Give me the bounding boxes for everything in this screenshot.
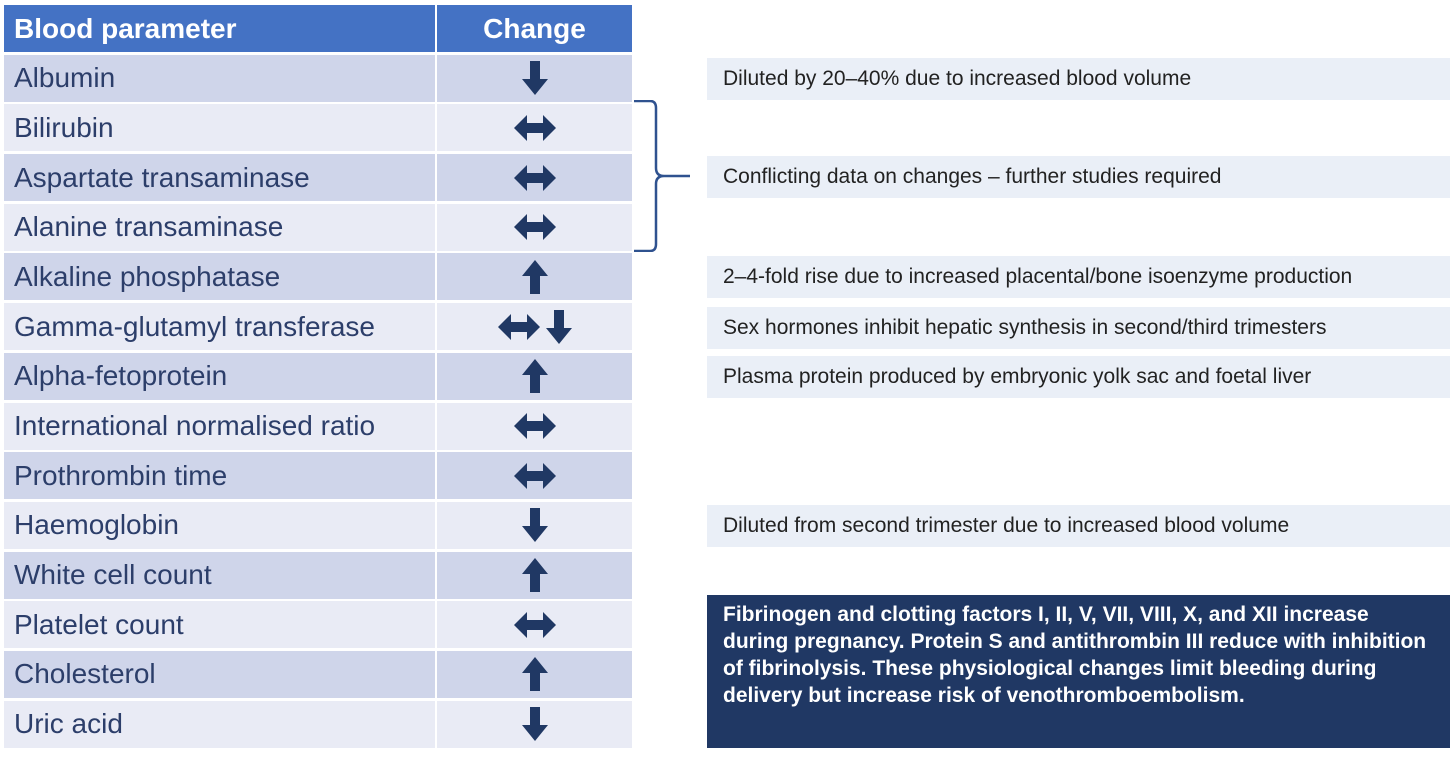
arrow-left-right-icon: [513, 214, 556, 241]
parameter-name: Alkaline phosphatase: [4, 253, 435, 301]
parameter-name: International normalised ratio: [4, 402, 435, 450]
arrow-up-icon: [521, 558, 548, 593]
change-cell: [437, 104, 632, 152]
parameter-name: Alanine transaminase: [4, 203, 435, 251]
arrow-left-right-icon: [513, 462, 556, 489]
arrow-left-right-icon: [497, 313, 540, 340]
table-row: Gamma-glutamyl transferase: [4, 303, 632, 351]
table-row: Alkaline phosphatase: [4, 253, 632, 301]
arrow-up-icon: [521, 657, 548, 692]
table-row: Platelet count: [4, 601, 632, 649]
parameter-name: White cell count: [4, 551, 435, 599]
note-haemoglobin: Diluted from second trimester due to inc…: [707, 505, 1450, 547]
change-cell: [437, 154, 632, 202]
table-row: Aspartate transaminase: [4, 154, 632, 202]
parameter-name: Alpha-fetoprotein: [4, 352, 435, 400]
header-blood-parameter: Blood parameter: [4, 5, 435, 52]
arrow-up-icon: [521, 359, 548, 394]
table-row: Alpha-fetoprotein: [4, 352, 632, 400]
table-row: Uric acid: [4, 700, 632, 748]
arrow-left-right-icon: [513, 164, 556, 191]
header-change: Change: [437, 5, 632, 52]
table-row: Cholesterol: [4, 650, 632, 698]
arrow-down-icon: [521, 61, 548, 96]
clotting-factors-info-box: Fibrinogen and clotting factors I, II, V…: [707, 595, 1450, 748]
table-row: Prothrombin time: [4, 452, 632, 500]
change-cell: [437, 253, 632, 301]
change-cell: [437, 352, 632, 400]
parameter-name: Platelet count: [4, 601, 435, 649]
table-row: International normalised ratio: [4, 402, 632, 450]
arrow-left-right-icon: [513, 413, 556, 439]
table-header-row: Blood parameter Change: [4, 5, 632, 52]
change-cell: [437, 501, 632, 549]
note-albumin: Diluted by 20–40% due to increased blood…: [707, 58, 1450, 100]
note-conflicting-data: Conflicting data on changes – further st…: [707, 156, 1450, 198]
blood-parameter-table: Blood parameter Change Albumin Bilirubin A…: [4, 5, 632, 750]
parameter-name: Bilirubin: [4, 104, 435, 152]
change-cell: [437, 402, 632, 450]
parameter-name: Albumin: [4, 54, 435, 102]
note-alpha-fetoprotein: Plasma protein produced by embryonic yol…: [707, 356, 1450, 398]
change-cell: [437, 700, 632, 748]
note-alkaline-phosphatase: 2–4-fold rise due to increased placental…: [707, 256, 1450, 298]
note-gamma-glutamyl-transferase: Sex hormones inhibit hepatic synthesis i…: [707, 307, 1450, 349]
change-cell: [437, 551, 632, 599]
table-row: Haemoglobin: [4, 501, 632, 549]
parameter-name: Uric acid: [4, 700, 435, 748]
arrow-left-right-icon: [513, 611, 556, 638]
arrow-up-icon: [521, 259, 548, 294]
change-cell: [437, 452, 632, 500]
parameter-name: Aspartate transaminase: [4, 154, 435, 202]
table-row: White cell count: [4, 551, 632, 599]
parameter-name: Gamma-glutamyl transferase: [4, 303, 435, 351]
table-row: Bilirubin: [4, 104, 632, 152]
parameter-name: Prothrombin time: [4, 452, 435, 500]
bracket-icon: [634, 100, 690, 252]
arrow-down-icon: [521, 508, 548, 543]
change-cell: [437, 54, 632, 102]
change-cell: [437, 650, 632, 698]
table-row: Albumin: [4, 54, 632, 102]
arrow-down-icon: [521, 707, 548, 742]
change-cell: [437, 601, 632, 649]
table-row: Alanine transaminase: [4, 203, 632, 251]
parameter-name: Haemoglobin: [4, 501, 435, 549]
change-cell: [437, 303, 632, 351]
change-cell: [437, 203, 632, 251]
parameter-name: Cholesterol: [4, 650, 435, 698]
arrow-left-right-icon: [513, 114, 556, 141]
arrow-down-icon: [545, 309, 572, 344]
